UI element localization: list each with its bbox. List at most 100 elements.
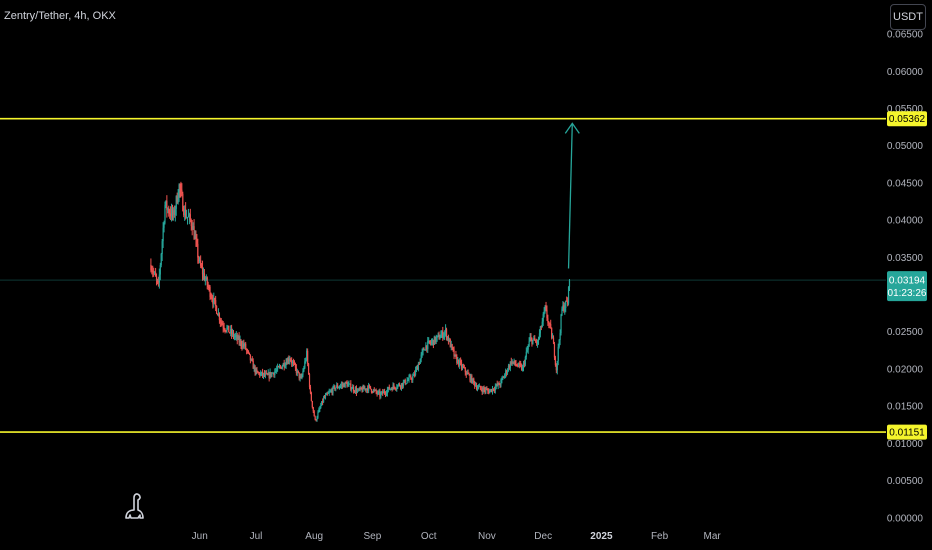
candle-body bbox=[561, 308, 563, 315]
candle-body bbox=[557, 346, 559, 361]
candle-body bbox=[316, 417, 318, 421]
candle-body bbox=[250, 359, 252, 361]
candle-body bbox=[158, 274, 160, 283]
candle-body bbox=[213, 297, 215, 304]
candle-body bbox=[417, 363, 419, 370]
candle-body bbox=[187, 216, 190, 218]
candle-body bbox=[223, 327, 225, 330]
candle-body bbox=[315, 419, 317, 421]
candle-body bbox=[218, 313, 221, 321]
candle-body bbox=[446, 336, 449, 339]
candle-body bbox=[314, 416, 316, 420]
candle-body bbox=[529, 337, 531, 342]
candle-body bbox=[341, 384, 343, 386]
candle-body bbox=[287, 358, 289, 365]
candle-body bbox=[312, 407, 314, 412]
candle-body bbox=[328, 391, 330, 393]
candle-body bbox=[327, 392, 329, 394]
candle-body bbox=[389, 388, 391, 390]
candle-body bbox=[271, 372, 273, 376]
candle-body bbox=[170, 208, 173, 217]
candle-body bbox=[430, 341, 433, 344]
candle-body bbox=[288, 358, 290, 362]
candle-body bbox=[503, 377, 505, 379]
candle-body bbox=[356, 390, 358, 393]
candle-body bbox=[355, 388, 358, 393]
candle-body bbox=[175, 196, 177, 209]
candle-body bbox=[410, 376, 412, 379]
candle-body bbox=[429, 342, 432, 344]
candle-body bbox=[545, 305, 547, 310]
candle-body bbox=[319, 408, 321, 410]
candle-body bbox=[311, 400, 313, 408]
candle-body bbox=[387, 386, 389, 390]
candle-body bbox=[231, 329, 233, 335]
candle-body bbox=[251, 359, 253, 361]
candle-body bbox=[492, 388, 495, 390]
candle-body bbox=[537, 339, 540, 341]
candle-body bbox=[346, 382, 348, 387]
arrow-shaft bbox=[567, 123, 573, 269]
candle-body bbox=[368, 385, 371, 387]
candle-body bbox=[240, 340, 242, 346]
candle-body bbox=[207, 285, 209, 287]
candle-body bbox=[464, 367, 466, 373]
candle-body bbox=[395, 388, 397, 390]
candle-body bbox=[215, 300, 217, 306]
candle-body bbox=[534, 338, 536, 341]
candle-body bbox=[192, 226, 194, 230]
candle-body bbox=[555, 364, 557, 371]
candle-body bbox=[357, 388, 359, 391]
time-axis[interactable]: Jun Jul Aug Sep Oct Nov Dec 2025 Feb Mar bbox=[192, 531, 722, 542]
candle-body bbox=[229, 332, 231, 334]
candle-body bbox=[337, 385, 339, 388]
currency-button[interactable]: USDT bbox=[890, 4, 926, 30]
y-tick-label: 0.03500 bbox=[887, 253, 924, 264]
candle-body bbox=[351, 388, 353, 390]
candle-body bbox=[403, 379, 405, 383]
candle-body bbox=[162, 227, 164, 242]
candle-body bbox=[514, 360, 516, 364]
candle-body bbox=[202, 273, 205, 275]
candle-body bbox=[542, 314, 544, 322]
candle-body bbox=[278, 366, 281, 368]
candle-body bbox=[239, 340, 241, 343]
candle-body bbox=[329, 391, 331, 393]
candle-body bbox=[324, 395, 327, 398]
candle-body bbox=[396, 387, 398, 389]
candle-body bbox=[253, 366, 255, 369]
candle-body bbox=[171, 208, 174, 215]
candle-body bbox=[219, 320, 221, 322]
candle-body bbox=[447, 336, 450, 342]
candle-body bbox=[420, 354, 422, 359]
y-tick-label: 0.00500 bbox=[887, 476, 924, 487]
candle-body bbox=[185, 209, 187, 218]
candle-body bbox=[495, 384, 497, 387]
y-tick-label: 0.02000 bbox=[887, 364, 924, 375]
candle-body bbox=[373, 389, 375, 391]
candle-body bbox=[440, 334, 442, 338]
candle-body bbox=[164, 205, 166, 223]
candle-body bbox=[185, 217, 188, 219]
candle-body bbox=[397, 385, 399, 388]
arrow-layer bbox=[564, 122, 580, 269]
candle-body bbox=[299, 376, 301, 379]
candle-body bbox=[298, 372, 300, 379]
candle-body bbox=[527, 345, 529, 350]
x-tick-label: Feb bbox=[651, 531, 669, 542]
candle-body bbox=[476, 388, 479, 390]
candle-body bbox=[369, 386, 372, 389]
candle-body bbox=[505, 370, 507, 375]
candle-body bbox=[349, 383, 351, 385]
candle-body bbox=[235, 335, 237, 337]
candle-body bbox=[214, 297, 216, 301]
levels-layer bbox=[0, 117, 886, 433]
candle-body bbox=[339, 385, 342, 387]
candle-body bbox=[475, 385, 477, 387]
candle-body bbox=[268, 372, 270, 378]
candle-body bbox=[320, 405, 322, 409]
candle-body bbox=[189, 214, 191, 221]
candle-body bbox=[550, 324, 552, 328]
candle-body bbox=[282, 363, 284, 367]
